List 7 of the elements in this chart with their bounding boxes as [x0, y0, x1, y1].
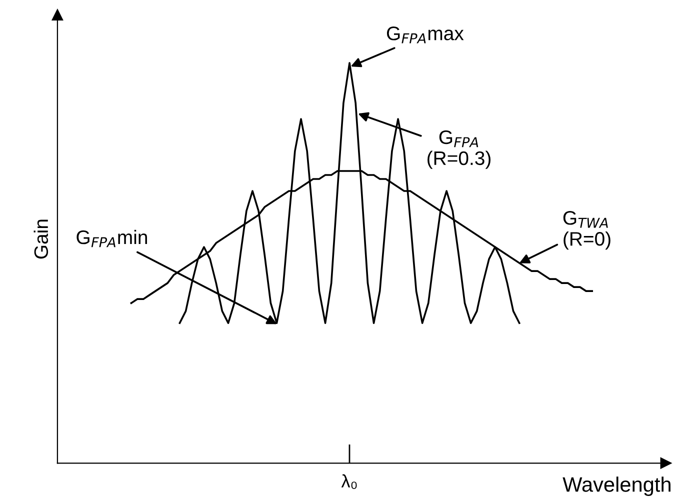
x-axis-title: Wavelength	[562, 476, 670, 496]
text: λ₀	[341, 474, 357, 489]
annotation: G$_{FPA}$ (R=0.3)	[428, 130, 490, 169]
annotation: G$_{TWA}$ (R=0)	[563, 211, 610, 250]
y-axis-title: Gain	[34, 220, 48, 259]
text: G$_{FPA}$max	[386, 26, 464, 44]
annotation: G$_{FPA}$min	[76, 230, 147, 248]
